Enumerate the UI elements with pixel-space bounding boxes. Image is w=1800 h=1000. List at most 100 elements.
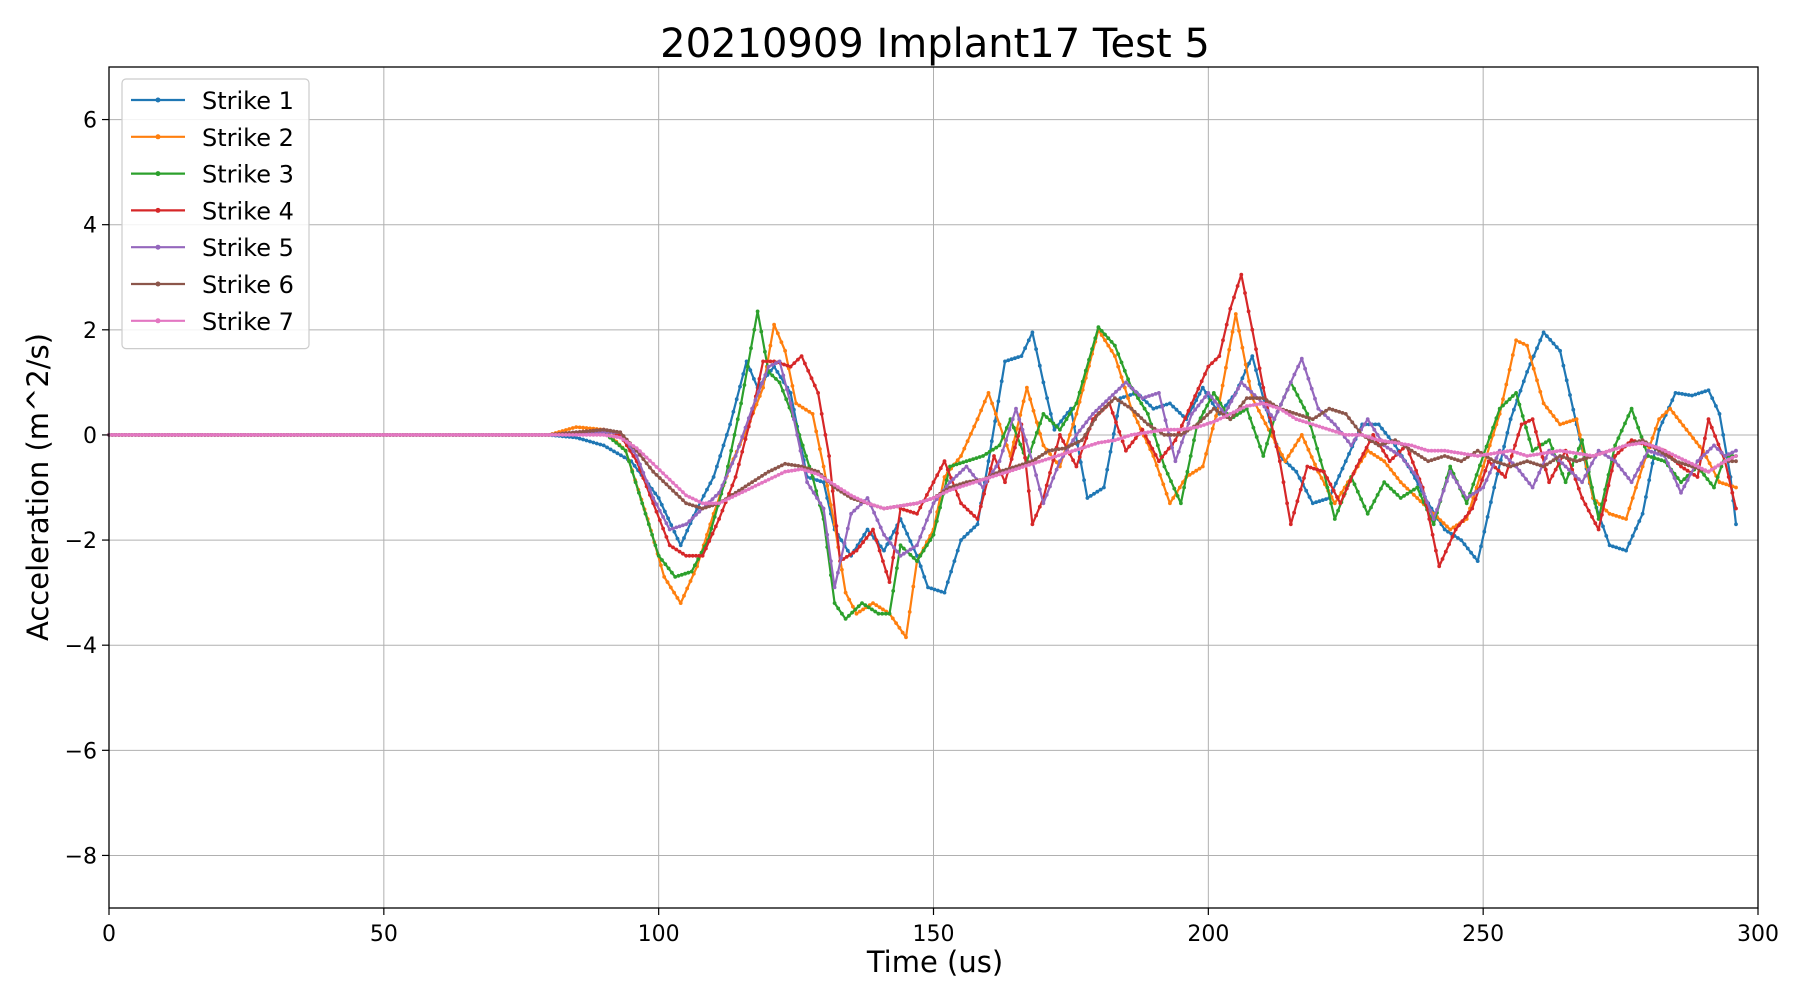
data-point [588, 429, 592, 433]
data-point [1291, 411, 1295, 415]
data-point [1213, 399, 1217, 404]
data-point [1159, 430, 1163, 435]
data-point [984, 476, 989, 481]
data-point [1153, 453, 1158, 457]
data-point [657, 518, 662, 522]
data-point [954, 483, 959, 488]
data-point [1504, 455, 1509, 459]
data-point [794, 401, 798, 406]
data-point [1679, 480, 1683, 485]
data-point [1246, 309, 1251, 314]
data-point [1538, 338, 1543, 343]
y-tick-label: −6 [65, 739, 97, 764]
data-point [490, 433, 495, 437]
data-point [945, 467, 950, 472]
data-point [1026, 338, 1031, 343]
data-point [1660, 413, 1665, 418]
data-point [1518, 452, 1523, 456]
data-point [1346, 439, 1350, 444]
data-point [1016, 355, 1020, 359]
data-point [1331, 488, 1336, 493]
data-point [1657, 427, 1661, 432]
data-point [872, 503, 876, 508]
data-point [618, 435, 623, 440]
data-point [1446, 455, 1450, 459]
data-point [1531, 453, 1536, 457]
data-point [887, 611, 892, 616]
data-point [1443, 549, 1448, 554]
data-point [1058, 427, 1062, 432]
data-point [1088, 494, 1093, 498]
data-point [1547, 480, 1551, 485]
data-point [997, 443, 1002, 448]
data-point [819, 412, 824, 416]
data-point [1175, 427, 1180, 432]
data-point [808, 485, 813, 490]
data-point [749, 346, 753, 351]
data-point [664, 535, 669, 539]
data-point [1093, 336, 1098, 340]
data-point [591, 440, 596, 445]
data-point [500, 433, 505, 437]
data-point [1682, 466, 1687, 471]
data-point [862, 499, 867, 504]
data-point [1525, 459, 1529, 464]
data-point [871, 527, 875, 532]
data-point [958, 461, 962, 466]
data-point [931, 480, 936, 485]
data-point [873, 609, 878, 614]
data-point [1574, 451, 1579, 456]
data-point [1392, 449, 1396, 454]
data-point [1518, 461, 1523, 466]
data-point [1004, 470, 1008, 475]
data-point [1258, 396, 1262, 400]
data-point [1426, 448, 1431, 453]
data-point [812, 383, 817, 388]
data-point [965, 531, 970, 536]
x-tick-label: 250 [1462, 922, 1504, 947]
data-point [954, 474, 959, 478]
data-point [1168, 401, 1172, 406]
data-point [653, 543, 658, 548]
data-point [1427, 517, 1432, 521]
data-point [1445, 524, 1449, 529]
data-point [1535, 378, 1539, 383]
data-point [660, 558, 664, 562]
data-point [1179, 427, 1183, 432]
data-point [1503, 475, 1508, 479]
data-point [640, 501, 645, 506]
data-point [1507, 397, 1512, 402]
data-point [584, 438, 589, 443]
data-point [1279, 402, 1283, 407]
data-point [1006, 358, 1011, 363]
data-point [679, 572, 684, 577]
data-point [1491, 433, 1495, 437]
data-point [907, 610, 912, 614]
data-point [1436, 456, 1440, 460]
data-point [1166, 446, 1171, 451]
data-point [1154, 405, 1159, 410]
data-point [1398, 480, 1403, 485]
data-point [1061, 422, 1066, 427]
data-point [928, 497, 933, 501]
data-point [581, 425, 585, 430]
data-point [1647, 443, 1652, 447]
data-point [1159, 428, 1163, 433]
data-point [1386, 435, 1391, 439]
data-point [1730, 450, 1735, 455]
data-point [1393, 438, 1398, 443]
data-point [859, 502, 863, 507]
data-point [991, 474, 995, 479]
data-point [507, 433, 511, 437]
data-point [770, 476, 774, 480]
data-point [1482, 453, 1487, 457]
data-point [1023, 438, 1028, 443]
data-point [1370, 436, 1374, 440]
data-point [938, 505, 942, 510]
data-point [1475, 559, 1480, 563]
data-point [1142, 430, 1147, 435]
data-point [677, 549, 682, 554]
data-point [1071, 406, 1075, 411]
data-point [269, 433, 273, 437]
data-point [1198, 424, 1203, 428]
